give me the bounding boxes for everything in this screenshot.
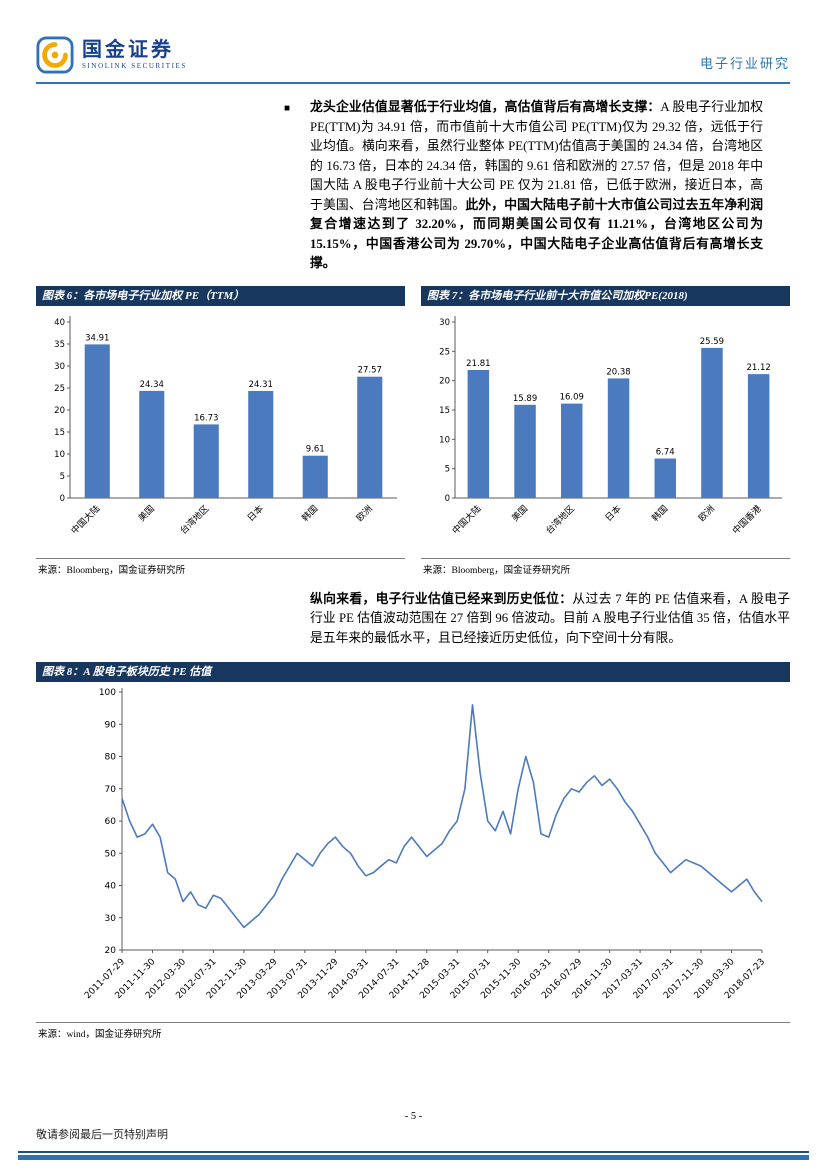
svg-text:日本: 日本 [245,502,266,523]
figure-6-title: 图表 6：各市场电子行业加权 PE（TTM） [36,285,405,306]
svg-text:韩国: 韩国 [299,502,320,523]
svg-text:欧洲: 欧洲 [696,502,717,523]
paragraph-2-text: 纵向来看，电子行业估值已经来到历史低位：从过去 7 年的 PE 估值来看，A 股… [310,592,790,645]
svg-text:40: 40 [105,882,117,892]
svg-text:21.12: 21.12 [746,363,770,373]
brand-text: 国金证券 SINOLINK SECURITIES [82,39,187,71]
figure-6-chart: 0 5 10 15 20 25 30 35 40 34.91 中国大陆 24.34 美国 16.73 台湾地… [54,315,397,536]
figure-7-source: 来源：Bloomberg，国金证券研究所 [421,557,790,578]
footer-disclaimer: 敬请参阅最后一页特别声明 [36,1129,168,1141]
svg-text:20: 20 [54,406,65,416]
svg-text:中国大陆: 中国大陆 [450,502,484,536]
svg-text:美国: 美国 [509,502,530,523]
svg-text:100: 100 [99,688,116,698]
svg-text:15.89: 15.89 [513,393,537,403]
svg-text:27.57: 27.57 [358,365,382,375]
svg-text:中国香港: 中国香港 [730,502,764,536]
svg-text:24.31: 24.31 [249,380,273,390]
svg-text:16.73: 16.73 [194,413,218,423]
text-segment: 纵向来看，电子行业估值已经来到历史低位： [310,591,573,606]
svg-text:5: 5 [60,472,65,482]
svg-text:90: 90 [105,720,117,730]
svg-text:台湾地区: 台湾地区 [177,502,211,536]
figure-8-chart: 20304050607080901002011-07-292011-11-302… [83,688,767,1001]
svg-text:50: 50 [105,849,117,859]
text-segment: 从过去 7 年的 PE 估值来看，A 股电子行业 PE 估值波动范围在 27 倍… [310,591,791,645]
svg-text:20.38: 20.38 [606,367,630,377]
figure-7-title: 图表 7：各市场电子行业前十大市值公司加权PE(2018) [421,285,790,306]
svg-text:30: 30 [439,318,450,328]
report-section-label: 电子行业研究 [699,56,790,71]
brand: 国金证券 SINOLINK SECURITIES [36,36,187,74]
svg-text:20: 20 [105,946,117,956]
svg-text:21.81: 21.81 [466,359,490,369]
svg-text:70: 70 [105,785,117,795]
brand-name-en: SINOLINK SECURITIES [82,62,187,70]
footer-band-thick-rule [18,1155,809,1160]
figure-6: 图表 6：各市场电子行业加权 PE（TTM） 0 5 10 15 20 25 30 35 40 3… [36,285,405,578]
header-rule [36,82,790,84]
svg-text:60: 60 [105,817,117,827]
figure-7: 图表 7：各市场电子行业前十大市值公司加权PE(2018) 0 5 10 15 20 25… [421,285,790,578]
paragraph-1-text: 龙头企业估值显著低于行业均值，高估值背后有高增长支撑：A 股电子行业加权 PE(… [310,100,763,270]
svg-text:5: 5 [445,464,450,474]
page-number: - 5 - [404,1111,423,1122]
svg-text:15: 15 [439,406,450,416]
svg-text:15: 15 [54,428,65,438]
figure-8-source: 来源：wind，国金证券研究所 [36,1022,790,1042]
svg-text:10: 10 [54,450,65,460]
figure-8: 图表 8：A 股电子板块历史 PE 估值 20 30 40 50 60 70 80 90 100… [36,662,790,1042]
svg-text:6.74: 6.74 [656,447,675,457]
text-segment: A 股电子行业加权 PE(TTM)为 34.91 倍，而市值前十大市值公司 PE… [310,100,763,212]
figure-6-source: 来源：Bloomberg，国金证券研究所 [36,557,405,578]
svg-text:16.09: 16.09 [560,392,584,402]
svg-text:20: 20 [439,376,450,386]
svg-text:0: 0 [60,494,65,504]
svg-text:9.61: 9.61 [306,444,325,454]
paragraph-2: 纵向来看，电子行业估值已经来到历史低位：从过去 7 年的 PE 估值来看，A 股… [310,590,790,649]
svg-text:台湾地区: 台湾地区 [543,502,577,536]
footer-band-thin-rule [18,1151,809,1153]
svg-text:30: 30 [105,914,117,924]
figure-row: 图表 6：各市场电子行业加权 PE（TTM） 0 5 10 15 20 25 30 35 40 3… [36,285,790,578]
svg-text:30: 30 [54,362,65,372]
figure-7-chart: 0 5 10 15 20 25 30 21.81 中国大陆 15.89 美国 16.09 台湾地区 20.… [439,315,782,536]
page-header: 国金证券 SINOLINK SECURITIES 电子行业研究 [36,0,790,74]
svg-text:25: 25 [54,384,65,394]
svg-text:0: 0 [445,494,450,504]
svg-text:34.91: 34.91 [85,333,109,343]
bullet-marker: ■ [284,103,291,114]
svg-text:40: 40 [54,318,65,328]
svg-text:中国大陆: 中国大陆 [68,502,102,536]
svg-text:35: 35 [54,340,65,350]
figure-8-title: 图表 8：A 股电子板块历史 PE 估值 [36,662,790,682]
sinolink-logo-icon [36,36,74,74]
brand-name: 国金证券 [82,39,174,61]
svg-text:80: 80 [105,753,117,763]
svg-text:韩国: 韩国 [649,502,670,523]
svg-text:24.34: 24.34 [140,379,164,389]
svg-text:10: 10 [439,435,450,445]
paragraph-1: ■ 龙头企业估值显著低于行业均值，高估值背后有高增长支撑：A 股电子行业加权 P… [283,98,763,274]
text-segment: 龙头企业估值显著低于行业均值，高估值背后有高增长支撑： [310,100,661,114]
svg-text:美国: 美国 [136,502,157,523]
text-segment: 此外，中国大陆电子前十大市值公司过去五年净利润复合增速达到了 32.20%，而同… [310,197,764,271]
footer-band [18,1151,809,1160]
svg-text:日本: 日本 [602,502,623,523]
svg-text:25.59: 25.59 [700,336,724,346]
svg-text:欧洲: 欧洲 [354,502,375,523]
svg-text:25: 25 [439,347,450,357]
